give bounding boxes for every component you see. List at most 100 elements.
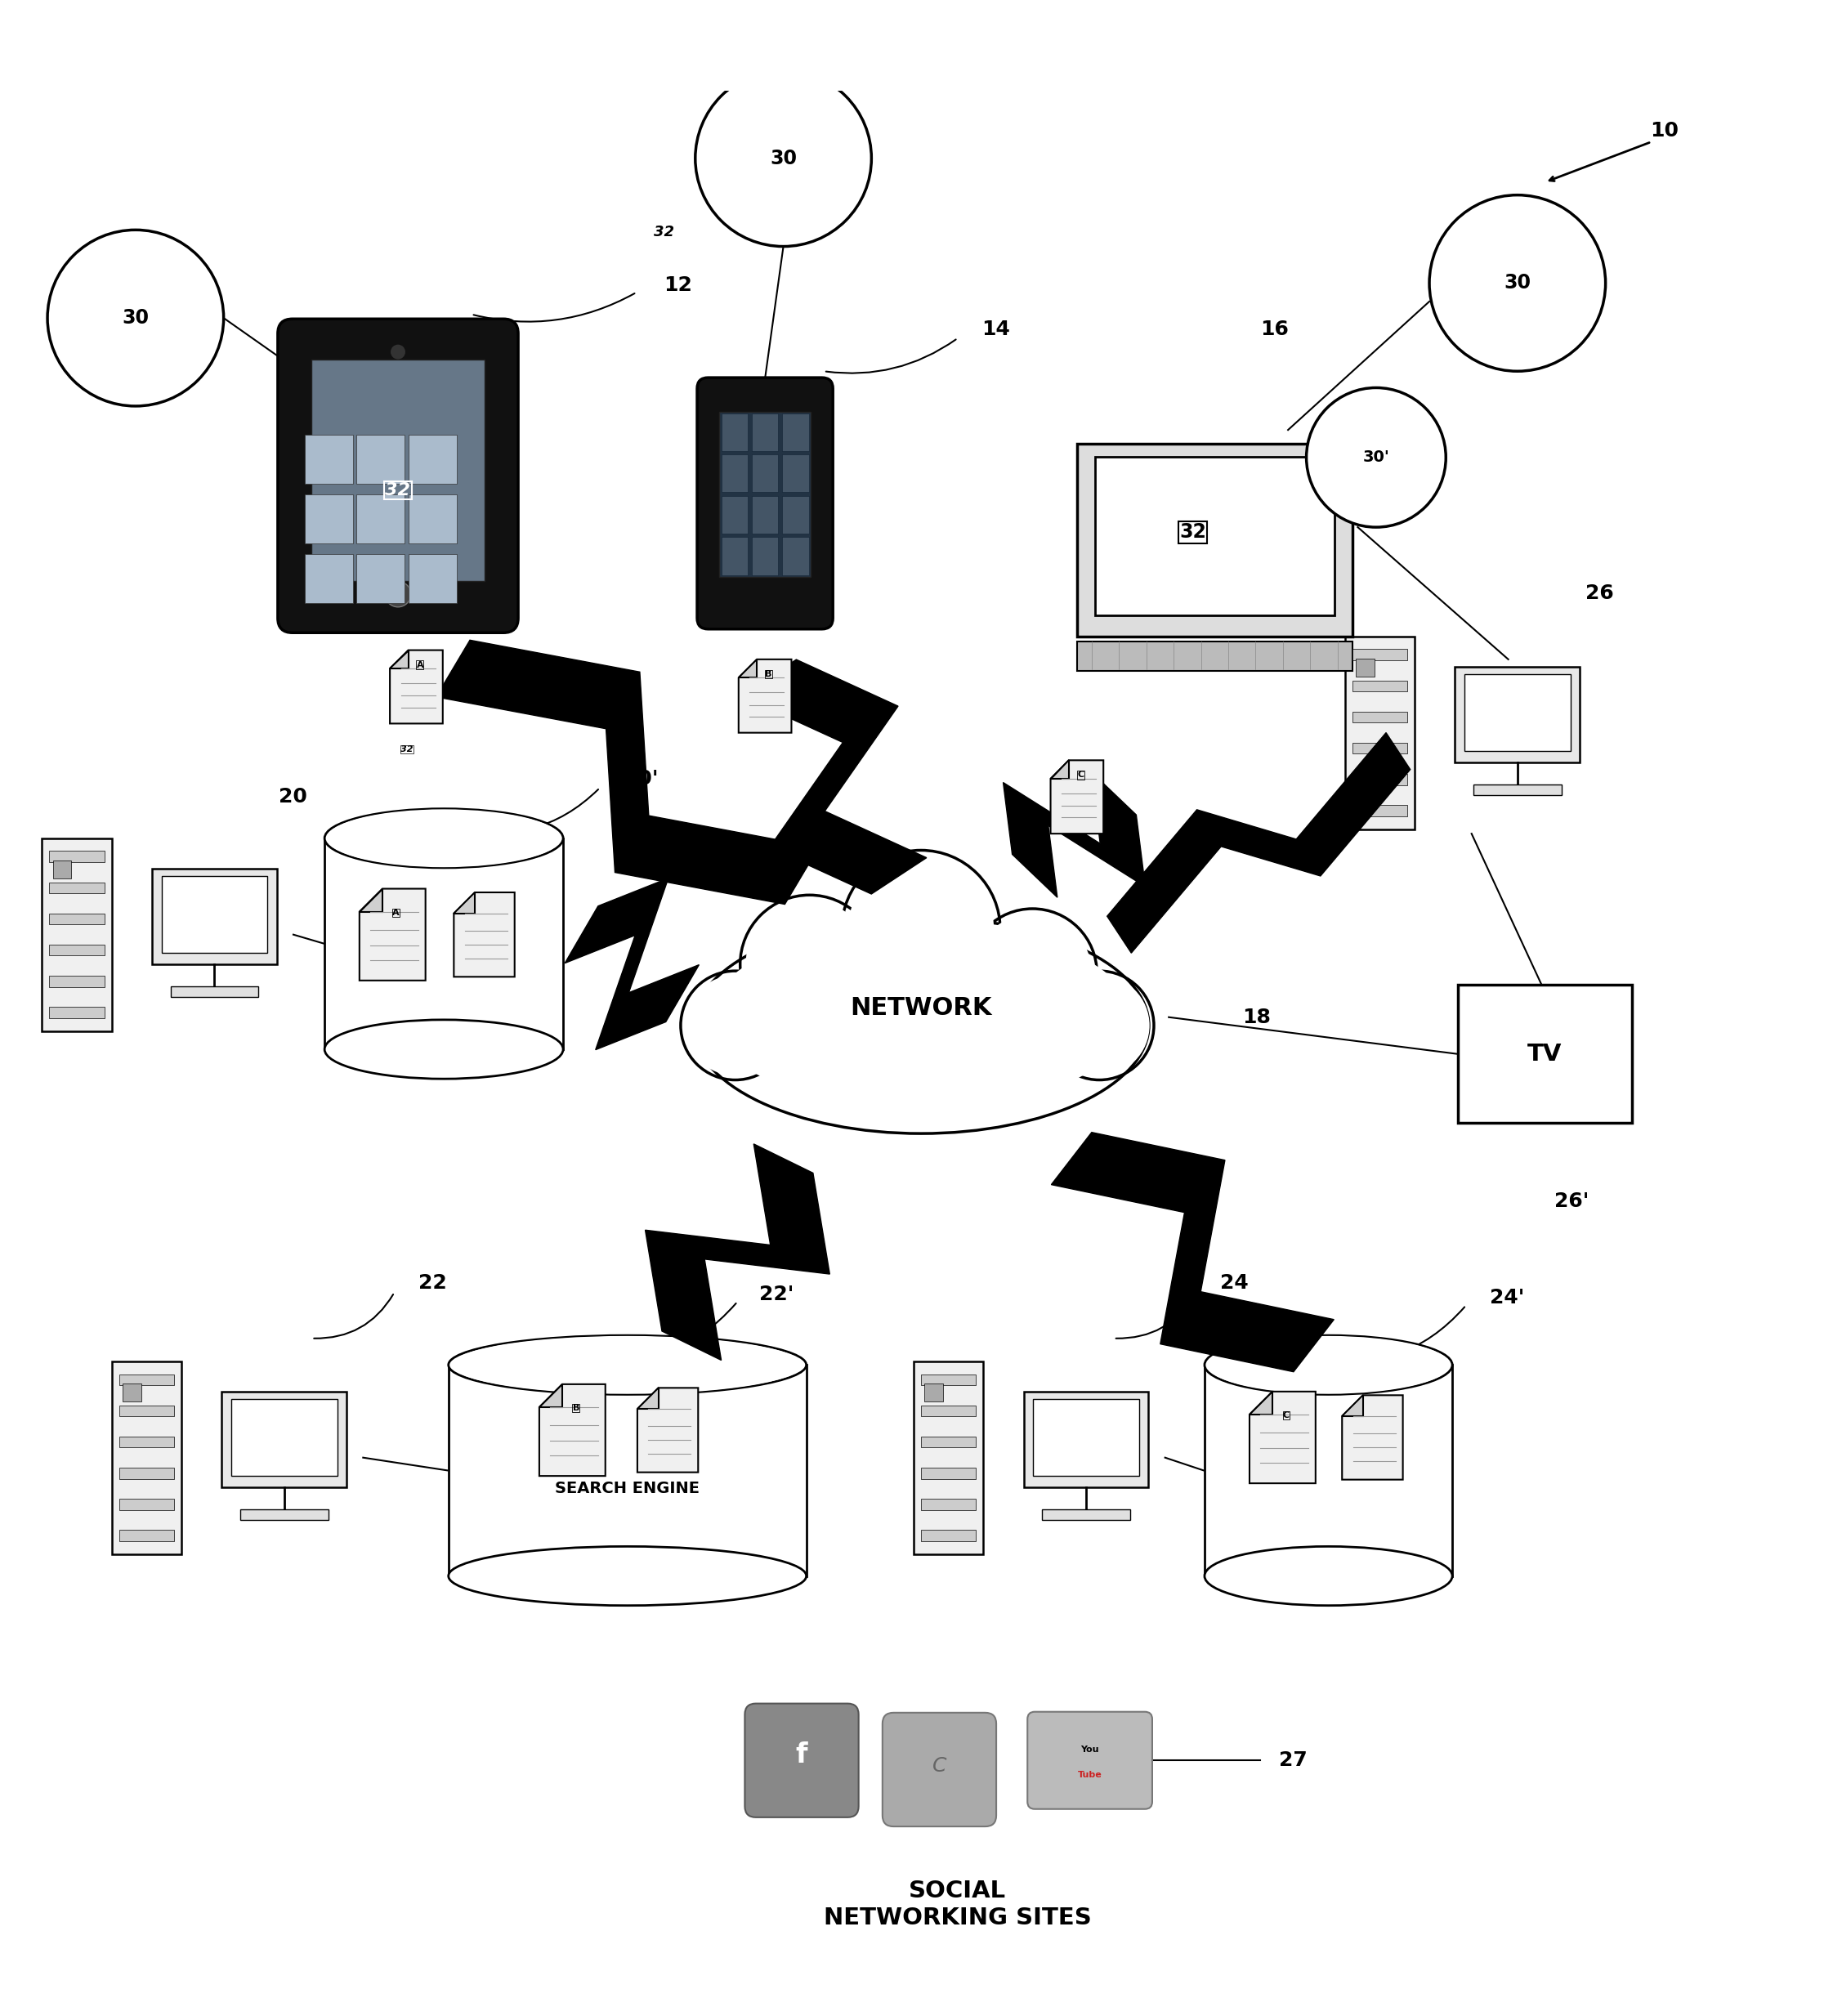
Bar	[1043, 1510, 1131, 1520]
Text: 32: 32	[654, 224, 674, 240]
Ellipse shape	[1207, 1337, 1450, 1393]
Text: 26: 26	[1586, 583, 1614, 603]
Bar	[1455, 667, 1580, 762]
Text: 27: 27	[1278, 1750, 1308, 1770]
Polygon shape	[391, 649, 442, 724]
Text: A: A	[392, 909, 400, 917]
Polygon shape	[739, 659, 792, 732]
Polygon shape	[1050, 760, 1068, 778]
Polygon shape	[453, 893, 514, 978]
Bar	[1352, 804, 1407, 816]
Bar	[752, 538, 779, 575]
Bar	[221, 1391, 346, 1488]
Circle shape	[1050, 976, 1149, 1077]
Bar	[921, 1405, 976, 1417]
Ellipse shape	[1205, 1335, 1451, 1395]
Text: 20: 20	[278, 786, 308, 806]
Text: SEARCH ENGINE: SEARCH ENGINE	[554, 1482, 700, 1496]
Circle shape	[1306, 387, 1446, 528]
Circle shape	[694, 71, 871, 246]
Bar	[50, 946, 105, 956]
Bar	[120, 1375, 175, 1385]
Text: 22: 22	[418, 1274, 446, 1292]
Bar	[120, 1530, 175, 1540]
Text: 32: 32	[402, 746, 413, 754]
Bar	[1464, 673, 1571, 750]
Bar	[120, 1437, 175, 1447]
Text: 32: 32	[385, 482, 411, 498]
Bar	[921, 1468, 976, 1478]
Bar	[1078, 641, 1352, 671]
Bar	[42, 839, 112, 1030]
Text: 20': 20'	[624, 768, 658, 788]
Text: 26': 26'	[1555, 1191, 1590, 1212]
Bar	[120, 1500, 175, 1510]
Bar	[720, 411, 810, 577]
Bar	[409, 494, 457, 544]
Bar	[357, 494, 405, 544]
Circle shape	[391, 345, 405, 359]
Bar	[783, 413, 809, 452]
Bar	[1033, 1399, 1138, 1476]
Bar	[53, 861, 72, 879]
Circle shape	[1044, 972, 1153, 1081]
Bar	[752, 413, 779, 452]
Text: TV: TV	[1527, 1042, 1562, 1064]
Polygon shape	[359, 889, 383, 911]
Bar	[1356, 659, 1374, 677]
Text: f: f	[796, 1742, 807, 1768]
FancyBboxPatch shape	[882, 1714, 997, 1826]
Polygon shape	[1050, 760, 1103, 835]
Ellipse shape	[448, 1546, 807, 1605]
Text: 16: 16	[1260, 319, 1289, 339]
Polygon shape	[565, 879, 698, 1050]
Text: 30': 30'	[1363, 450, 1389, 466]
Polygon shape	[453, 893, 475, 913]
Bar	[722, 496, 748, 534]
FancyBboxPatch shape	[278, 319, 518, 633]
Bar	[357, 554, 405, 603]
Text: Tube: Tube	[1078, 1770, 1102, 1780]
Polygon shape	[739, 659, 757, 677]
Ellipse shape	[1205, 1546, 1451, 1605]
Polygon shape	[437, 641, 818, 905]
FancyBboxPatch shape	[1028, 1712, 1153, 1808]
Polygon shape	[1107, 732, 1411, 954]
Ellipse shape	[448, 1335, 807, 1395]
Bar	[722, 456, 748, 492]
Circle shape	[973, 913, 1092, 1032]
Polygon shape	[1249, 1391, 1273, 1415]
Text: A: A	[416, 661, 424, 669]
Polygon shape	[540, 1385, 562, 1407]
Bar	[50, 976, 105, 988]
Polygon shape	[1343, 1395, 1404, 1480]
Bar	[921, 1375, 976, 1385]
Text: 18: 18	[1242, 1008, 1271, 1026]
Ellipse shape	[326, 808, 560, 867]
Circle shape	[847, 857, 995, 1002]
Bar	[304, 554, 354, 603]
Ellipse shape	[324, 1020, 564, 1079]
Bar	[162, 877, 267, 952]
Circle shape	[1429, 196, 1606, 371]
Text: 24': 24'	[1490, 1288, 1525, 1308]
Polygon shape	[391, 649, 409, 669]
Ellipse shape	[324, 808, 564, 867]
Bar	[1078, 444, 1352, 637]
Bar	[1024, 1391, 1149, 1488]
Polygon shape	[645, 1143, 829, 1361]
Bar	[722, 413, 748, 452]
Bar	[123, 1383, 142, 1401]
Text: 30: 30	[770, 149, 798, 167]
Bar	[921, 1437, 976, 1447]
FancyBboxPatch shape	[696, 377, 833, 629]
Bar	[925, 1383, 943, 1401]
Bar	[230, 1399, 337, 1476]
Bar	[1352, 742, 1407, 754]
Bar	[50, 883, 105, 893]
Bar	[1474, 784, 1562, 794]
Bar	[304, 435, 354, 484]
Bar	[448, 1365, 807, 1577]
Bar	[50, 851, 105, 863]
Bar	[1345, 637, 1415, 829]
